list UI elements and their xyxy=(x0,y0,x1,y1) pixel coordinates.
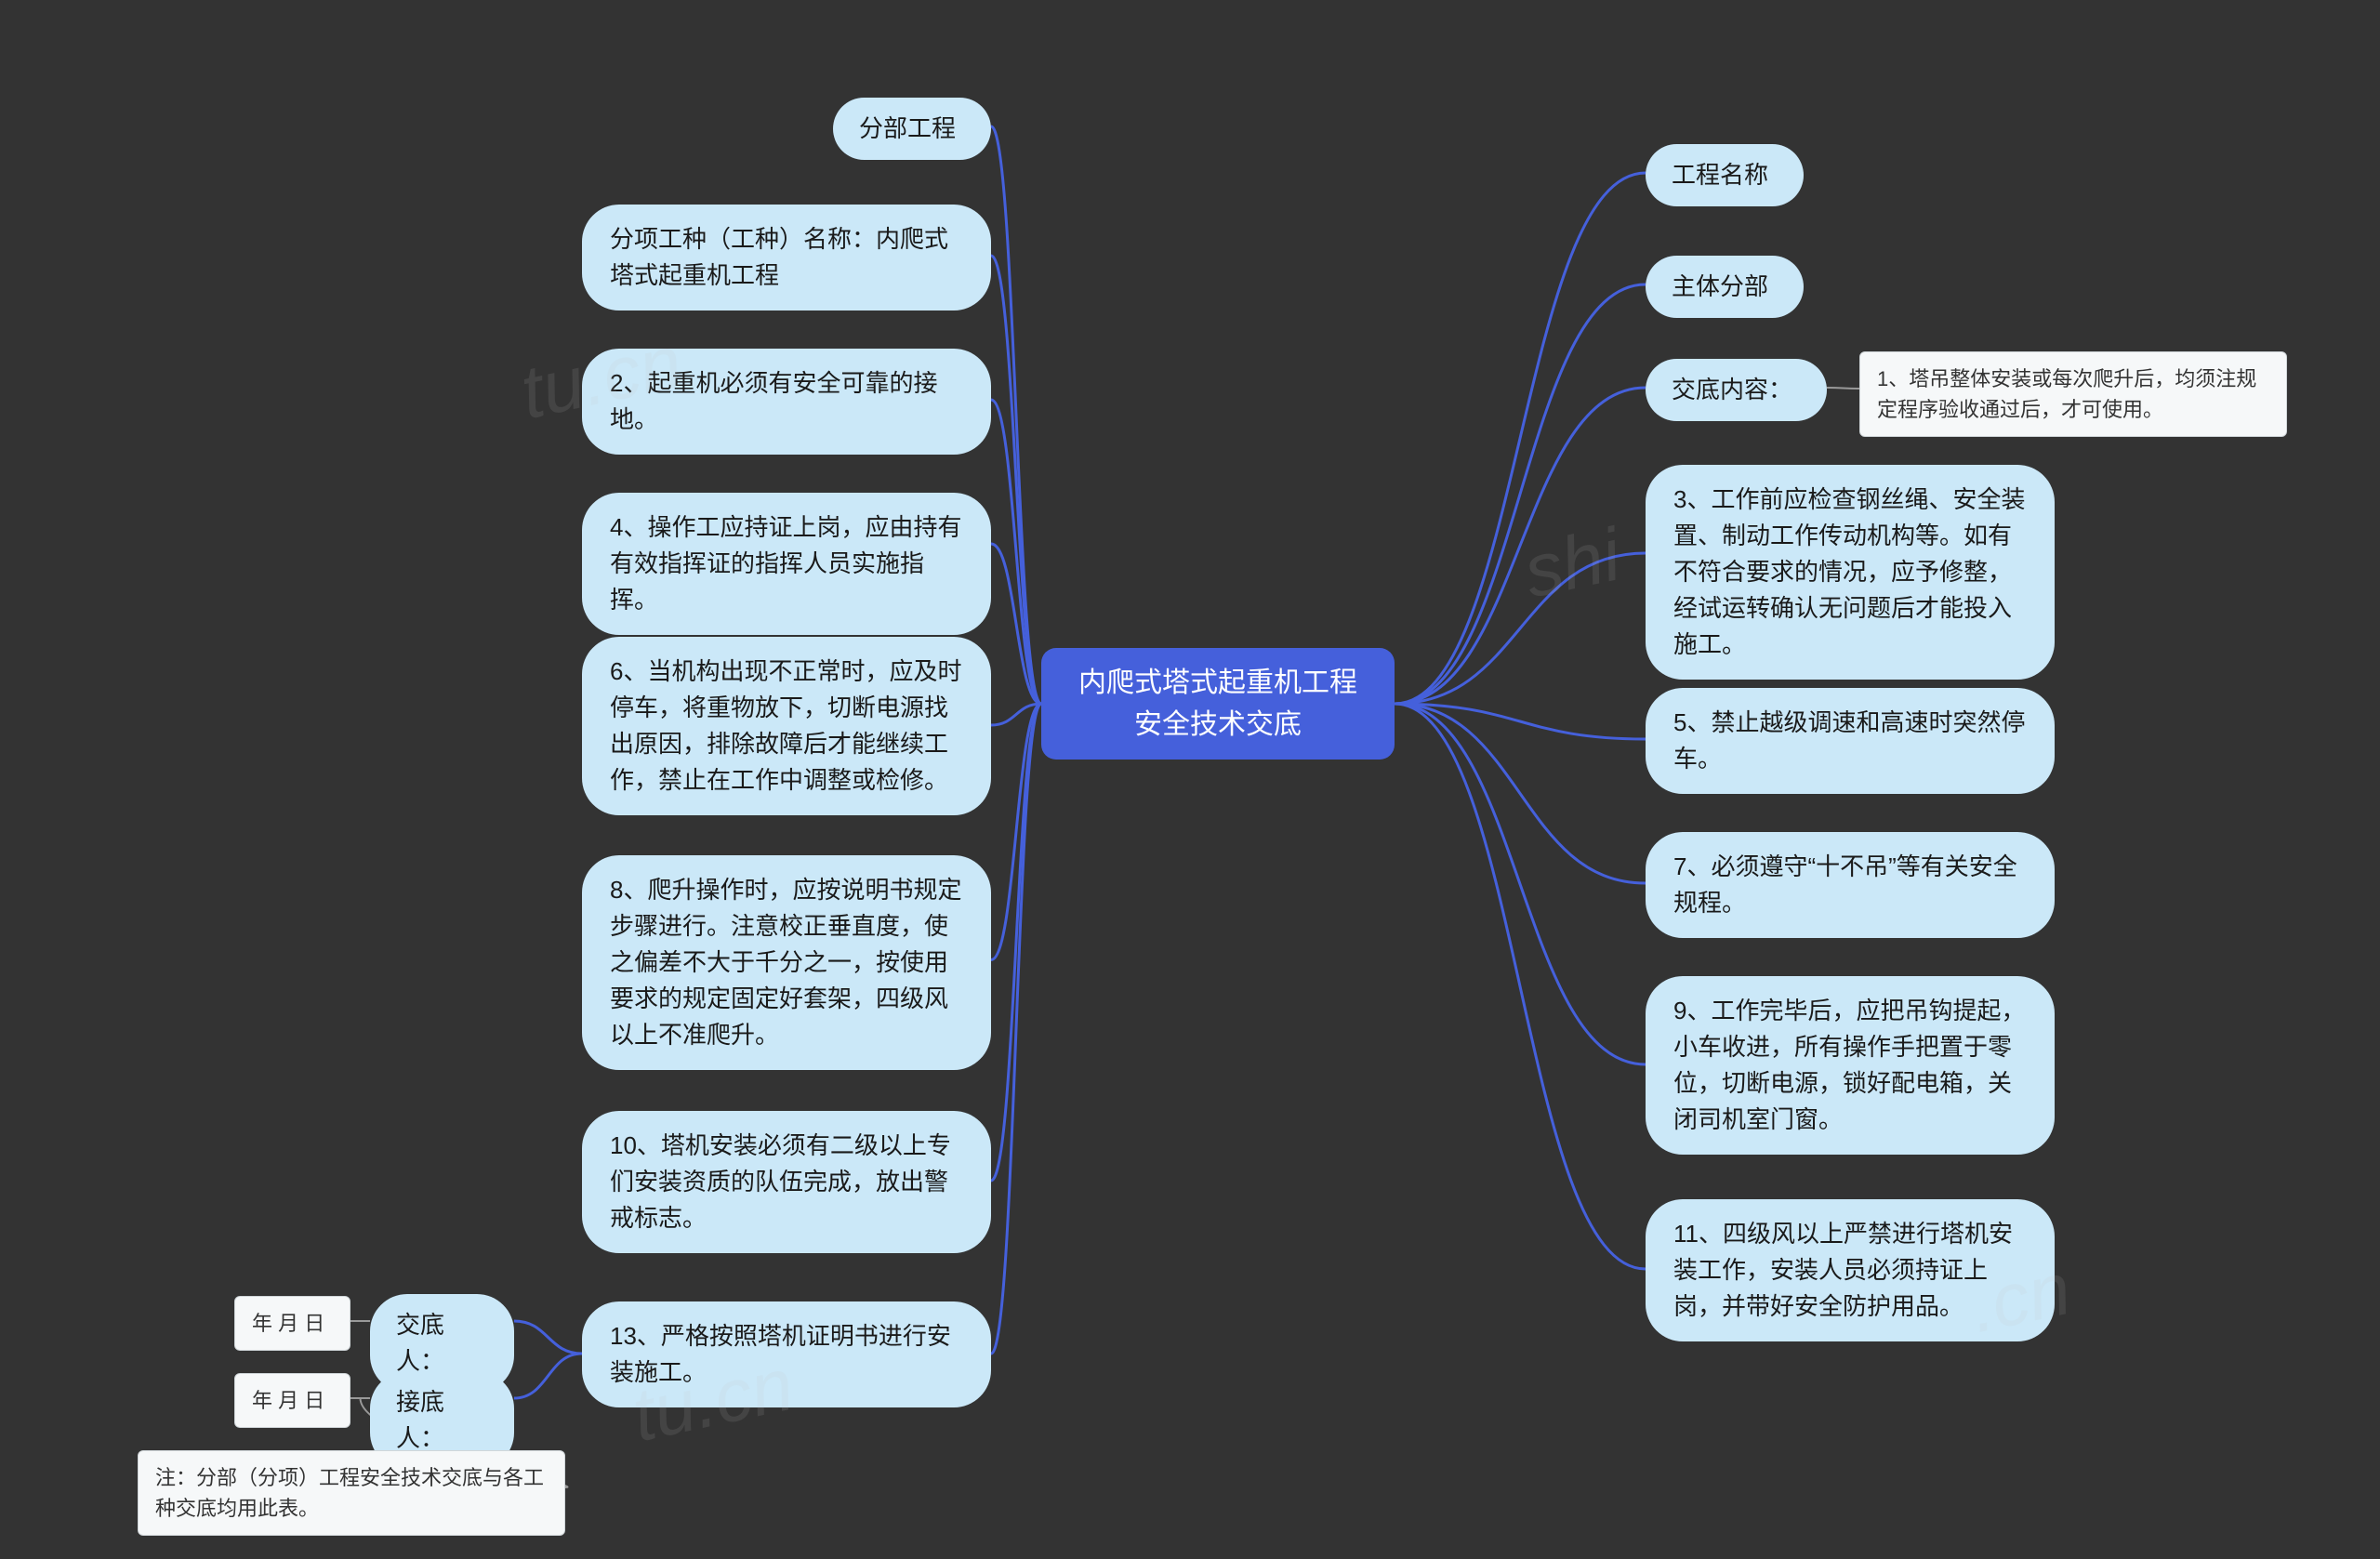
mindmap-node: 分部工程 xyxy=(833,98,991,160)
node-text: 分项工种（工种）名称：内爬式塔式起重机工程 xyxy=(610,221,963,294)
node-text: 交底内容： xyxy=(1672,372,1792,408)
leaf-node: 年 月 日 xyxy=(234,1296,350,1351)
node-text: 13、严格按照塔机证明书进行安装施工。 xyxy=(610,1318,963,1391)
node-text: 工程名称 xyxy=(1672,157,1768,193)
mindmap-node: 13、严格按照塔机证明书进行安装施工。 xyxy=(582,1301,991,1407)
node-text: 接底人： xyxy=(396,1384,488,1457)
node-text: 8、爬升操作时，应按说明书规定步骤进行。注意校正垂直度，使之偏差不大于千分之一，… xyxy=(610,872,963,1053)
mindmap-node: 工程名称 xyxy=(1646,144,1804,206)
mindmap-node: 8、爬升操作时，应按说明书规定步骤进行。注意校正垂直度，使之偏差不大于千分之一，… xyxy=(582,855,991,1070)
node-text: 分部工程 xyxy=(859,111,956,147)
mindmap-node: 9、工作完毕后，应把吊钩提起，小车收进，所有操作手把置于零位，切断电源，锁好配电… xyxy=(1646,976,2055,1155)
mindmap-node: 交底内容： xyxy=(1646,359,1827,421)
center-text: 内爬式塔式起重机工程安全技术交底 xyxy=(1073,662,1363,746)
leaf-node: 1、塔吊整体安装或每次爬升后，均须注规定程序验收通过后，才可使用。 xyxy=(1859,351,2287,437)
leaf-node: 年 月 日 xyxy=(234,1373,350,1428)
mindmap-node: 3、工作前应检查钢丝绳、安全装置、制动工作传动机构等。如有不符合要求的情况，应予… xyxy=(1646,465,2055,680)
mindmap-node: 4、操作工应持证上岗，应由持有有效指挥证的指挥人员实施指挥。 xyxy=(582,493,991,635)
node-text: 11、四级风以上严禁进行塔机安装工作，安装人员必须持证上岗，并带好安全防护用品。 xyxy=(1673,1216,2027,1325)
leaf-node: 注：分部（分项）工程安全技术交底与各工种交底均用此表。 xyxy=(138,1450,565,1536)
mindmap-node: 7、必须遵守“十不吊”等有关安全规程。 xyxy=(1646,832,2055,938)
node-text: 10、塔机安装必须有二级以上专们安装资质的队伍完成，放出警戒标志。 xyxy=(610,1128,963,1236)
mindmap-node: 5、禁止越级调速和高速时突然停车。 xyxy=(1646,688,2055,794)
node-text: 9、工作完毕后，应把吊钩提起，小车收进，所有操作手把置于零位，切断电源，锁好配电… xyxy=(1673,993,2027,1138)
node-text: 6、当机构出现不正常时，应及时停车，将重物放下，切断电源找出原因，排除故障后才能… xyxy=(610,654,963,799)
node-text: 5、禁止越级调速和高速时突然停车。 xyxy=(1673,705,2027,777)
node-text: 2、起重机必须有安全可靠的接地。 xyxy=(610,365,963,438)
mindmap-node: 分项工种（工种）名称：内爬式塔式起重机工程 xyxy=(582,205,991,310)
mindmap-node: 2、起重机必须有安全可靠的接地。 xyxy=(582,349,991,455)
watermark: shi xyxy=(1517,511,1628,614)
center-node: 内爬式塔式起重机工程安全技术交底 xyxy=(1041,648,1395,760)
node-text: 4、操作工应持证上岗，应由持有有效指挥证的指挥人员实施指挥。 xyxy=(610,509,963,618)
node-text: 主体分部 xyxy=(1672,269,1768,305)
mindmap-node: 11、四级风以上严禁进行塔机安装工作，安装人员必须持证上岗，并带好安全防护用品。 xyxy=(1646,1199,2055,1341)
node-text: 交底人： xyxy=(396,1307,488,1380)
node-text: 3、工作前应检查钢丝绳、安全装置、制动工作传动机构等。如有不符合要求的情况，应予… xyxy=(1673,482,2027,663)
mindmap-node: 6、当机构出现不正常时，应及时停车，将重物放下，切断电源找出原因，排除故障后才能… xyxy=(582,637,991,815)
mindmap-node: 10、塔机安装必须有二级以上专们安装资质的队伍完成，放出警戒标志。 xyxy=(582,1111,991,1253)
mindmap-node: 主体分部 xyxy=(1646,256,1804,318)
node-text: 7、必须遵守“十不吊”等有关安全规程。 xyxy=(1673,849,2027,921)
